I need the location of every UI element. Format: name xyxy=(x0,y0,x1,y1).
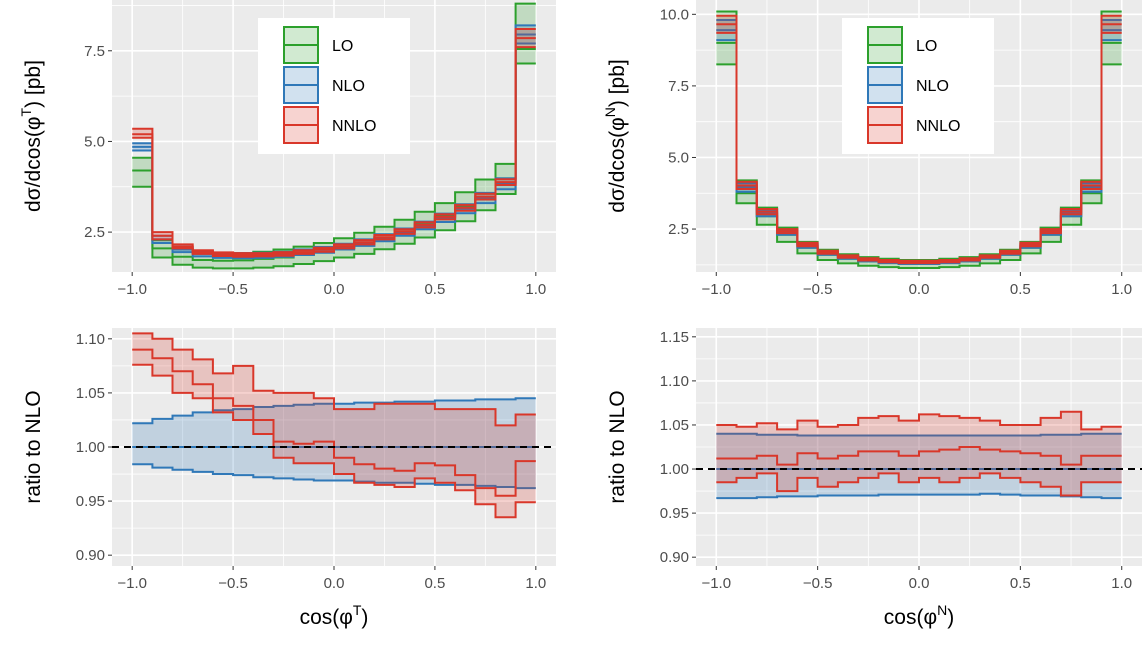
band-nnlo xyxy=(132,333,536,518)
y-tick-label: 0.95 xyxy=(76,493,105,510)
line-nnlo-high xyxy=(716,410,1122,431)
x-tick-label: −1.0 xyxy=(701,575,731,592)
legend-label-nlo: NLO xyxy=(916,78,949,95)
y-tick-label: 1.05 xyxy=(76,385,105,402)
y-tick-label: 7.5 xyxy=(84,43,105,60)
x-tick-label: 1.0 xyxy=(525,281,546,298)
legend-label-nnlo: NNLO xyxy=(916,118,960,135)
x-tick-label: 0.5 xyxy=(424,281,445,298)
y-tick-label: 1.10 xyxy=(660,373,689,390)
x-tick-label: −0.5 xyxy=(218,575,248,592)
x-tick-label: 1.0 xyxy=(1111,281,1132,298)
y-tick-label: 1.00 xyxy=(76,439,105,456)
y-tick-label: 1.05 xyxy=(660,417,689,434)
x-tick-label: 1.0 xyxy=(1111,575,1132,592)
x-tick-label: 1.0 xyxy=(525,575,546,592)
x-tick-label: 0.0 xyxy=(909,575,930,592)
x-tick-label: 0.0 xyxy=(324,281,345,298)
x-tick-label: 0.5 xyxy=(1010,281,1031,298)
y-tick-label: 2.5 xyxy=(84,224,105,241)
panel-bottom-right: −1.0 −0.5 0.0 0.5 1.0 0.90 0.95 1.00 1.05 1.10 1.1… xyxy=(606,328,1142,629)
x-axis-title: cos(φN) xyxy=(884,602,954,629)
line-nnlo-central xyxy=(132,348,536,497)
line-lo-low xyxy=(132,62,536,270)
panel-top-right: −1.0 −0.5 0.0 0.5 1.0 2.5 5.0 7.5 10.0 dσ/dcos(φN… xyxy=(602,0,1142,298)
x-tick-label: 0.0 xyxy=(324,575,345,592)
line-nnlo-central xyxy=(132,37,536,256)
x-tick-label: −1.0 xyxy=(117,575,147,592)
x-axis-title: cos(φT) xyxy=(300,602,369,629)
y-tick-label: 1.10 xyxy=(76,331,105,348)
line-nnlo-high xyxy=(132,28,536,255)
y-tick-label: 1.15 xyxy=(660,329,689,346)
y-tick-label: 1.00 xyxy=(660,461,689,478)
y-axis-title: ratio to NLO xyxy=(22,390,45,503)
panel-top-left: −1.0 −0.5 0.0 0.5 1.0 2.5 5.0 7.5 dσ/dcos(φT) [p… xyxy=(18,0,556,298)
y-axis-title: dσ/dcos(φN) [pb] xyxy=(602,59,629,212)
y-axis-title: ratio to NLO xyxy=(606,390,629,503)
line-nnlo-central xyxy=(716,23,1122,263)
line-nnlo-high xyxy=(132,332,536,427)
y-tick-label: 5.0 xyxy=(668,149,689,166)
x-tick-label: −0.5 xyxy=(803,281,833,298)
legend-label-lo: LO xyxy=(916,38,937,55)
y-tick-label: 7.5 xyxy=(668,78,689,95)
y-tick-label: 0.90 xyxy=(76,547,105,564)
line-nlo-high xyxy=(716,432,1122,437)
line-nnlo-low xyxy=(132,363,536,519)
line-lo-low xyxy=(716,63,1122,269)
x-tick-label: −0.5 xyxy=(803,575,833,592)
line-nlo-high xyxy=(132,397,536,425)
y-tick-label: 10.0 xyxy=(660,6,689,23)
x-tick-label: 0.5 xyxy=(424,575,445,592)
line-nnlo-low xyxy=(716,472,1122,497)
line-nnlo-central xyxy=(716,446,1122,466)
y-tick-label: 2.5 xyxy=(668,221,689,238)
x-tick-label: −0.5 xyxy=(218,281,248,298)
legend-label-nlo: NLO xyxy=(332,78,365,95)
x-tick-label: 0.0 xyxy=(909,281,930,298)
x-tick-label: −1.0 xyxy=(117,281,147,298)
y-tick-label: 0.95 xyxy=(660,505,689,522)
x-tick-label: 0.5 xyxy=(1010,575,1031,592)
line-nnlo-high xyxy=(716,14,1122,262)
x-tick-label: −1.0 xyxy=(701,281,731,298)
legend: LO NLO NNLO xyxy=(842,18,994,154)
legend-label-nnlo: NNLO xyxy=(332,118,376,135)
y-tick-label: 5.0 xyxy=(84,133,105,150)
panel-bottom-left: −1.0 −0.5 0.0 0.5 1.0 0.90 0.95 1.00 1.05 1.10 rat… xyxy=(22,328,556,629)
legend-label-lo: LO xyxy=(332,38,353,55)
legend: LO NLO NNLO xyxy=(258,18,410,154)
line-nnlo-low xyxy=(716,31,1122,265)
y-axis-title: dσ/dcos(φT) [pb] xyxy=(18,60,45,212)
y-tick-label: 0.90 xyxy=(660,549,689,566)
